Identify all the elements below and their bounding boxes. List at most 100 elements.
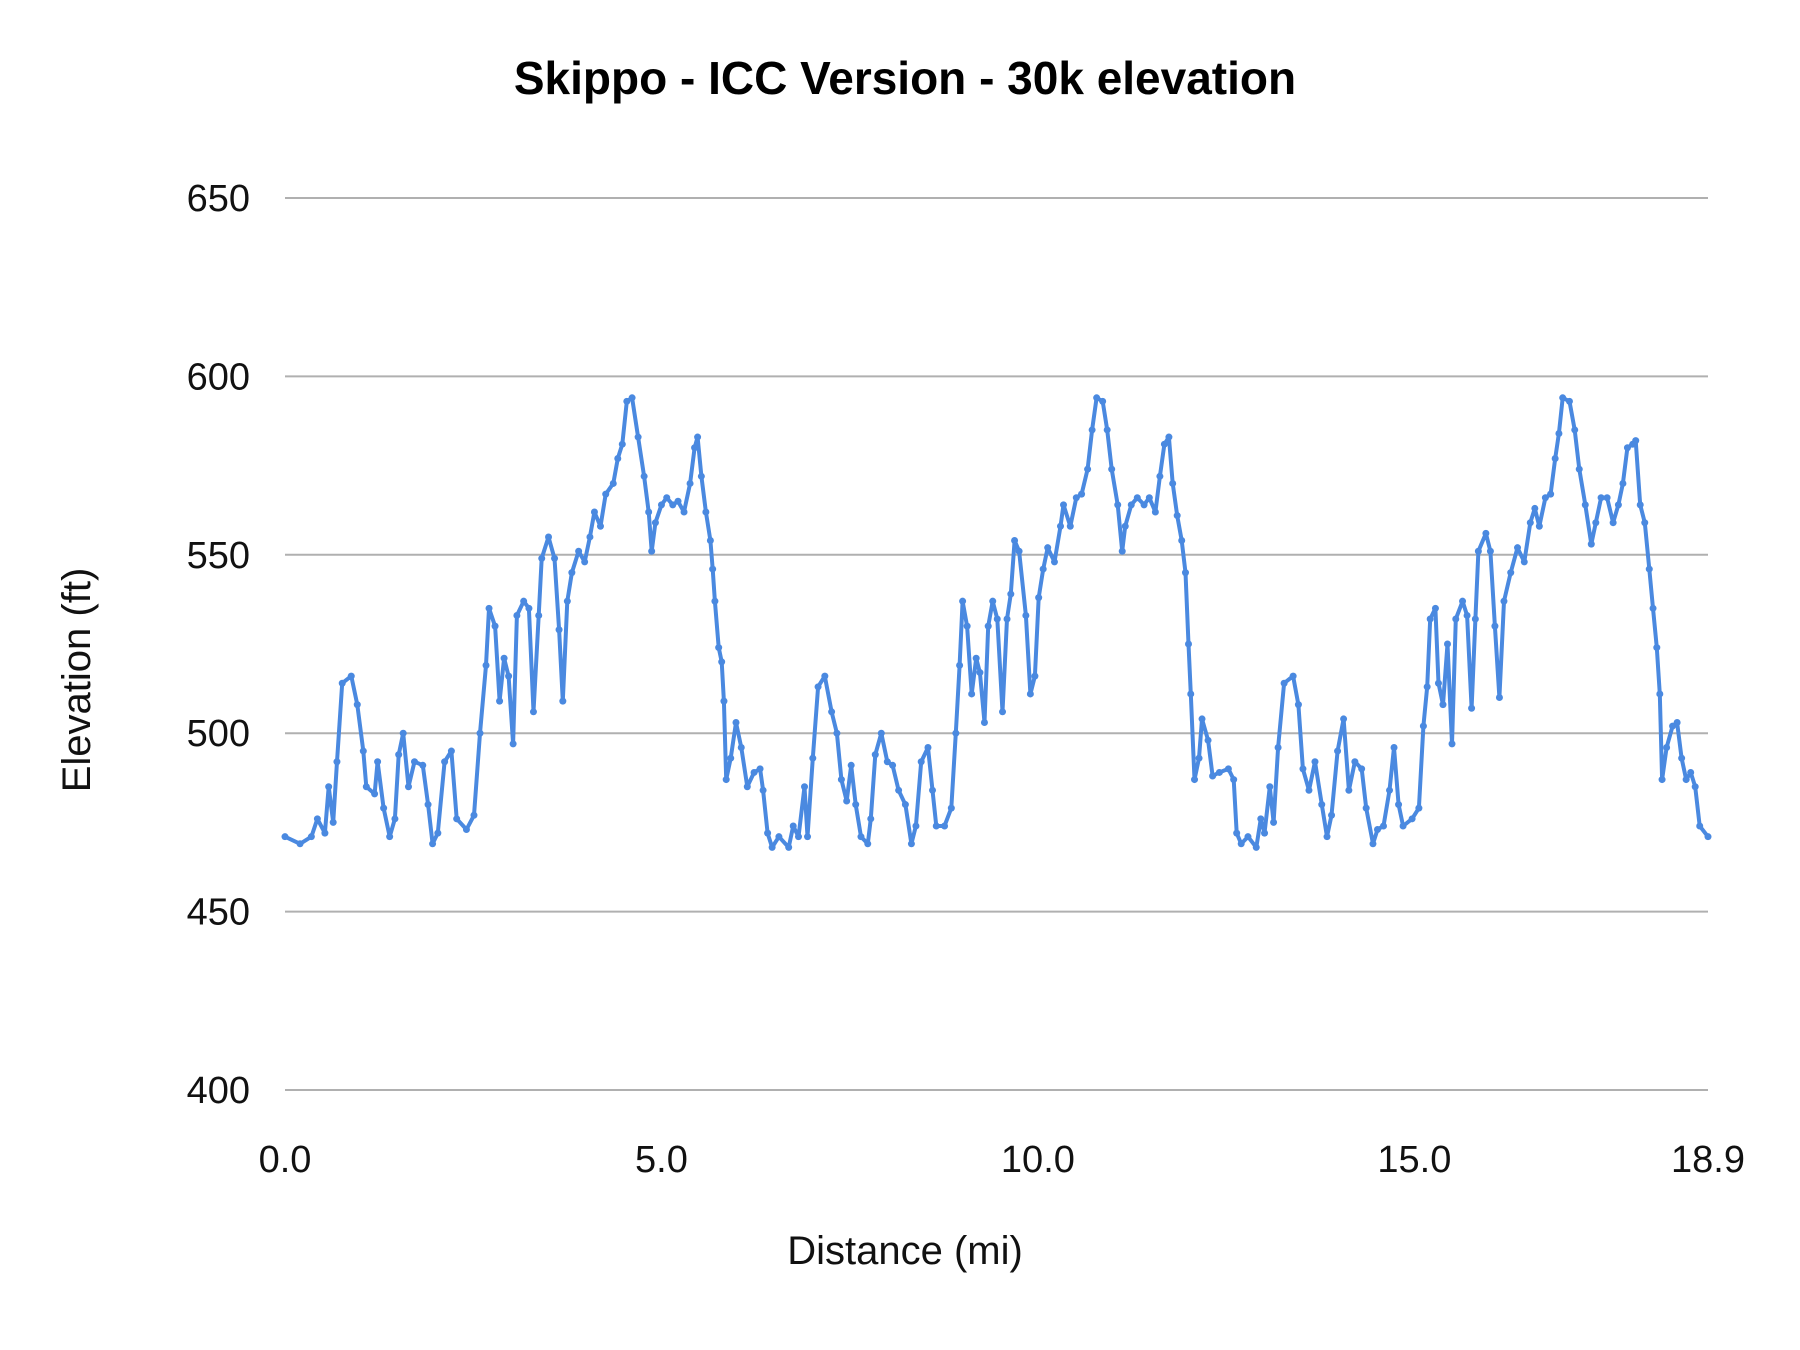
data-point: [1656, 690, 1664, 698]
data-point: [1224, 765, 1232, 773]
data-point: [1198, 715, 1206, 723]
data-point: [634, 433, 642, 441]
data-point: [371, 790, 379, 798]
data-point: [618, 440, 626, 448]
data-point: [1145, 494, 1153, 502]
data-point: [764, 829, 772, 837]
data-point: [883, 758, 891, 766]
data-point: [737, 743, 745, 751]
data-point: [1237, 840, 1245, 848]
data-point: [814, 683, 822, 691]
data-point: [1482, 529, 1490, 537]
elevation-line: [284, 395, 1710, 850]
data-point: [715, 644, 723, 652]
data-point: [952, 729, 960, 737]
data-point: [1039, 565, 1047, 573]
data-point: [429, 840, 437, 848]
data-point: [1133, 494, 1141, 502]
data-point: [1520, 558, 1528, 566]
y-tick-label: 400: [187, 1070, 250, 1112]
data-point: [491, 622, 499, 630]
data-point: [999, 708, 1007, 716]
data-point: [794, 833, 802, 841]
data-point: [1369, 840, 1377, 848]
data-point: [505, 672, 513, 680]
data-point: [545, 533, 553, 541]
data-point: [1328, 811, 1336, 819]
data-point: [1507, 569, 1515, 577]
data-point: [347, 672, 355, 680]
data-point: [1419, 722, 1427, 730]
gridlines: [285, 197, 1708, 1091]
data-point: [1658, 776, 1666, 784]
y-axis-ticks: 400 450 500 550 600 650: [187, 178, 250, 1112]
data-point: [959, 597, 967, 605]
data-point: [1641, 519, 1649, 527]
data-point: [1140, 501, 1148, 509]
data-point: [1003, 615, 1011, 623]
data-point: [325, 783, 333, 791]
data-point: [535, 611, 543, 619]
data-point: [1691, 783, 1699, 791]
data-point: [1305, 786, 1313, 794]
data-point: [447, 747, 455, 755]
data-point: [768, 843, 776, 851]
data-point: [1103, 426, 1111, 434]
data-point: [651, 519, 659, 527]
data-point: [1035, 594, 1043, 602]
x-axis-title: Distance (mi): [787, 1229, 1023, 1273]
data-point: [1373, 826, 1381, 834]
data-point: [538, 554, 546, 562]
data-point: [1233, 829, 1241, 837]
data-point: [1191, 776, 1199, 784]
data-point: [1151, 508, 1159, 516]
data-point: [1439, 701, 1447, 709]
data-point: [1571, 426, 1579, 434]
data-point: [1294, 701, 1302, 709]
data-point: [1551, 454, 1559, 462]
data-point: [1514, 544, 1522, 552]
data-point: [1565, 397, 1573, 405]
data-point: [889, 761, 897, 769]
data-point: [648, 547, 656, 555]
data-point: [1597, 494, 1605, 502]
x-axis-ticks: 0.0 5.0 10.0 15.0 18.9: [259, 1139, 1745, 1181]
data-point: [640, 472, 648, 480]
data-point: [1078, 490, 1086, 498]
data-point: [563, 597, 571, 605]
data-point: [1653, 644, 1661, 652]
data-point: [706, 537, 714, 545]
data-point: [972, 654, 980, 662]
data-point: [485, 604, 493, 612]
data-point: [1121, 522, 1129, 530]
data-point: [843, 797, 851, 805]
data-point: [1415, 804, 1423, 812]
data-point: [1204, 736, 1212, 744]
data-point: [281, 833, 289, 841]
data-point: [1645, 565, 1653, 573]
data-point: [391, 815, 399, 823]
data-point: [1165, 433, 1173, 441]
data-point: [775, 833, 783, 841]
data-point: [743, 783, 751, 791]
data-point: [1184, 640, 1192, 648]
data-point: [785, 843, 793, 851]
data-point: [1289, 672, 1297, 680]
data-point: [1011, 537, 1019, 545]
data-point: [1340, 715, 1348, 723]
data-point: [1007, 590, 1015, 598]
data-point: [847, 761, 855, 769]
data-point: [1555, 429, 1563, 437]
data-point: [1474, 547, 1482, 555]
data-point: [525, 604, 533, 612]
data-point: [411, 758, 419, 766]
data-point: [980, 718, 988, 726]
data-point: [1390, 743, 1398, 751]
data-point: [984, 622, 992, 630]
data-point: [1072, 494, 1080, 502]
data-point: [1358, 765, 1366, 773]
data-point: [993, 615, 1001, 623]
data-point: [697, 472, 705, 480]
data-point: [932, 822, 940, 830]
data-point: [963, 622, 971, 630]
